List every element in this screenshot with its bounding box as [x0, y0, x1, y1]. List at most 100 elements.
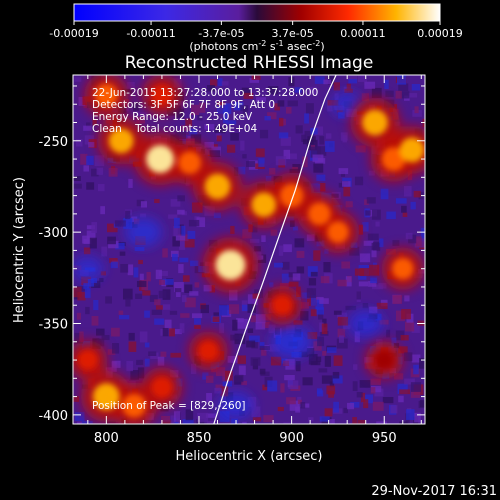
speckle-cell [115, 242, 125, 250]
speckle-cell [323, 262, 331, 273]
speckle-cell [235, 166, 246, 175]
speckle-cell [194, 318, 201, 326]
speckle-cell [317, 390, 324, 397]
speckle-cell [300, 302, 309, 309]
speckle-cell [86, 122, 91, 128]
speckle-cell [282, 261, 290, 270]
speckle-cell [74, 77, 82, 82]
speckle-cell [424, 259, 425, 268]
speckle-cell [189, 128, 198, 136]
speckle-cell [261, 346, 267, 356]
speckle-cell [206, 375, 214, 383]
speckle-cell [368, 281, 377, 287]
speckle-cell [287, 100, 298, 107]
chart-title: Reconstructed RHESSI Image [125, 53, 374, 73]
speckle-cell [367, 233, 379, 241]
speckle-cell [191, 313, 203, 319]
speckle-cell [160, 351, 167, 358]
speckle-cell [108, 240, 119, 249]
speckle-cell [196, 217, 206, 228]
speckle-cell [280, 383, 285, 393]
speckle-cell [125, 297, 131, 307]
speckle-cell [336, 338, 348, 349]
speckle-cell [404, 295, 410, 302]
speckle-cell [190, 104, 199, 116]
speckle-cell [259, 342, 265, 348]
speckle-cell [398, 83, 409, 91]
speckle-cell [295, 125, 303, 134]
speckle-cell [185, 118, 193, 126]
speckle-cell [139, 331, 148, 343]
speckle-cell [184, 297, 196, 308]
speckle-cell [243, 92, 254, 99]
speckle-cell [214, 387, 222, 394]
source-core [92, 383, 120, 411]
speckle-cell [228, 304, 240, 314]
speckle-cell [324, 248, 329, 254]
speckle-cell [138, 259, 143, 265]
speckle-cell [111, 327, 120, 337]
speckle-cell [379, 238, 384, 248]
source-core [146, 145, 175, 173]
speckle-cell [415, 236, 422, 247]
speckle-cell [404, 186, 412, 197]
speckle-cell [295, 406, 301, 413]
speckle-cell [174, 329, 182, 335]
x-tick-label: 850 [187, 431, 212, 446]
speckle-cell [403, 352, 413, 362]
speckle-cell [122, 288, 133, 300]
speckle-cell [319, 416, 330, 422]
speckle-cell [395, 310, 406, 322]
speckle-cell [170, 415, 175, 424]
speckle-cell [408, 93, 418, 98]
speckle-cell [321, 375, 333, 384]
speckle-cell [398, 395, 404, 403]
speckle-cell [237, 355, 246, 364]
speckle-cell [302, 156, 308, 168]
speckle-cell [365, 210, 371, 216]
speckle-cell [206, 393, 213, 403]
source-core [178, 151, 202, 175]
speckle-cell [85, 306, 90, 315]
speckle-cell [280, 136, 291, 146]
speckle-cell [361, 93, 369, 102]
speckle-cell [173, 217, 180, 229]
speckle-cell [194, 324, 201, 329]
speckle-cell [319, 136, 325, 145]
speckle-cell [229, 289, 238, 301]
speckle-cell [136, 199, 145, 207]
speckle-cell [406, 409, 415, 420]
speckle-cell [249, 238, 260, 243]
speckle-cell [404, 378, 415, 385]
colorbar: -0.00019 -0.00011 -3.7e-05 3.7e-05 0.00011 0.… [49, 3, 463, 53]
speckle-cell [139, 273, 144, 281]
speckle-cell [249, 78, 260, 83]
speckle-cell [346, 83, 351, 92]
speckle-cell [126, 82, 135, 90]
speckle-cell [323, 79, 332, 85]
speckle-cell [314, 76, 325, 84]
speckle-cell [362, 394, 374, 404]
speckle-cell [370, 387, 376, 394]
speckle-cell [181, 225, 186, 237]
speckle-cell [83, 165, 90, 172]
speckle-cell [270, 229, 278, 236]
speckle-cell [301, 292, 310, 299]
colorbar-ticks: -0.00019 -0.00011 -3.7e-05 3.7e-05 0.00011 0.… [49, 21, 463, 40]
speckle-cell [386, 211, 396, 220]
speckle-cell [268, 103, 279, 110]
speckle-cell [268, 324, 276, 334]
speckle-cell [107, 349, 116, 355]
speckle-cell [342, 181, 351, 187]
source-core [215, 250, 246, 281]
speckle-cell [333, 310, 342, 315]
speckle-cell [354, 268, 365, 276]
speckle-cell [274, 262, 283, 268]
speckle-cell [262, 384, 268, 391]
speckle-cell [306, 234, 315, 241]
speckle-cell [341, 261, 351, 269]
speckle-cell [395, 198, 407, 204]
speckle-cell [329, 381, 335, 388]
speckle-cell [359, 380, 371, 388]
speckle-cell [91, 222, 98, 233]
